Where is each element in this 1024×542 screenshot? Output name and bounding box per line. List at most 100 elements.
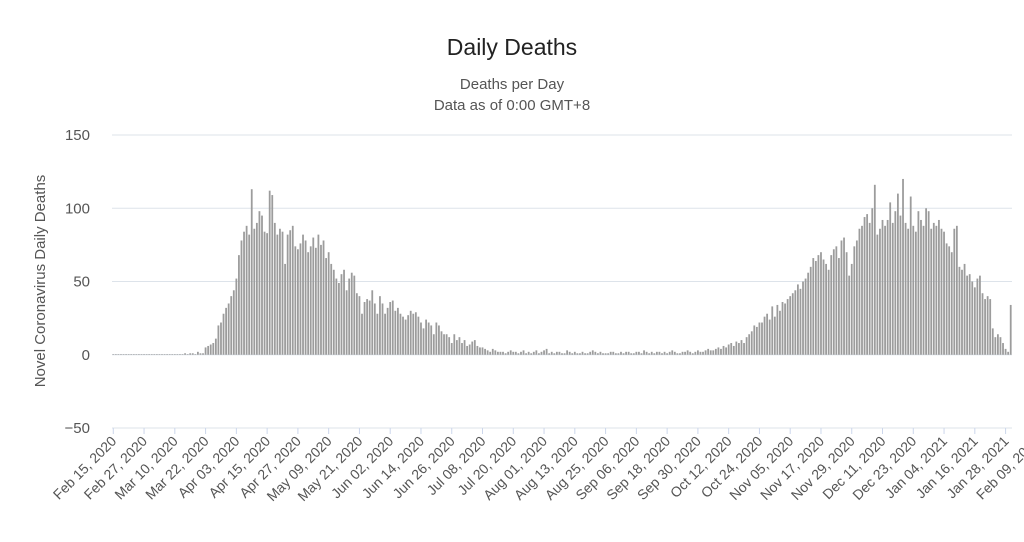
bar[interactable] xyxy=(612,351,615,355)
bar[interactable] xyxy=(432,334,435,355)
bar[interactable] xyxy=(602,353,604,355)
bar[interactable] xyxy=(720,348,722,355)
bar[interactable] xyxy=(217,325,220,355)
bar[interactable] xyxy=(743,343,745,355)
bar[interactable] xyxy=(730,343,733,355)
bar[interactable] xyxy=(930,228,933,355)
bar[interactable] xyxy=(476,345,479,355)
bar[interactable] xyxy=(825,263,827,355)
bar[interactable] xyxy=(589,351,592,355)
bar[interactable] xyxy=(468,344,471,355)
bar[interactable] xyxy=(979,275,981,355)
bar[interactable] xyxy=(755,326,758,355)
bar[interactable] xyxy=(184,353,186,355)
bar[interactable] xyxy=(355,293,358,355)
bar[interactable] xyxy=(117,354,120,355)
bar[interactable] xyxy=(620,351,622,355)
bar[interactable] xyxy=(209,344,212,355)
bar[interactable] xyxy=(912,225,915,355)
bar[interactable] xyxy=(909,196,912,355)
bar[interactable] xyxy=(438,325,440,355)
bar[interactable] xyxy=(535,350,538,355)
bar[interactable] xyxy=(461,343,463,355)
bar[interactable] xyxy=(968,274,971,355)
bar[interactable] xyxy=(412,313,415,355)
bar[interactable] xyxy=(276,234,279,355)
bar[interactable] xyxy=(563,353,566,355)
bar[interactable] xyxy=(797,284,799,355)
bar[interactable] xyxy=(453,334,456,355)
bar[interactable] xyxy=(384,313,386,355)
bar[interactable] xyxy=(697,350,699,355)
bar[interactable] xyxy=(1009,304,1012,355)
bar[interactable] xyxy=(725,347,727,355)
bar[interactable] xyxy=(955,225,958,355)
bar[interactable] xyxy=(581,351,584,355)
bar[interactable] xyxy=(304,240,307,355)
bar[interactable] xyxy=(466,345,469,355)
bar[interactable] xyxy=(409,310,412,355)
bar[interactable] xyxy=(773,316,776,355)
bar[interactable] xyxy=(458,337,461,355)
bar[interactable] xyxy=(232,290,235,355)
bar[interactable] xyxy=(425,319,427,355)
bar[interactable] xyxy=(335,278,338,355)
bar[interactable] xyxy=(671,350,674,355)
bar[interactable] xyxy=(399,313,402,355)
bar[interactable] xyxy=(555,351,558,355)
bar[interactable] xyxy=(599,351,602,355)
bar[interactable] xyxy=(750,331,753,355)
bar[interactable] xyxy=(538,353,540,355)
bar[interactable] xyxy=(745,337,748,355)
bar[interactable] xyxy=(261,215,263,355)
bar[interactable] xyxy=(327,252,330,355)
bar[interactable] xyxy=(904,222,907,355)
bar[interactable] xyxy=(397,307,399,355)
bar[interactable] xyxy=(230,296,233,355)
bar[interactable] xyxy=(502,351,504,355)
bar[interactable] xyxy=(345,290,348,355)
bar[interactable] xyxy=(686,350,689,355)
bar[interactable] xyxy=(804,278,807,355)
bar[interactable] xyxy=(138,354,140,355)
bar[interactable] xyxy=(545,348,548,355)
bar[interactable] xyxy=(766,313,769,355)
bar[interactable] xyxy=(812,258,815,355)
bar[interactable] xyxy=(250,189,253,355)
bar[interactable] xyxy=(299,243,302,355)
bar[interactable] xyxy=(920,219,922,355)
bar[interactable] xyxy=(473,340,476,355)
bar[interactable] xyxy=(902,178,904,355)
bar[interactable] xyxy=(794,290,797,355)
bar[interactable] xyxy=(132,354,135,355)
bar[interactable] xyxy=(679,353,681,355)
bar[interactable] xyxy=(435,322,438,355)
bar[interactable] xyxy=(735,341,738,355)
bar[interactable] xyxy=(366,299,369,355)
bar[interactable] xyxy=(358,296,361,355)
bar[interactable] xyxy=(494,350,497,355)
bar[interactable] xyxy=(486,350,489,355)
bar[interactable] xyxy=(622,353,625,355)
bar[interactable] xyxy=(668,351,671,355)
bar[interactable] xyxy=(645,351,648,355)
bar[interactable] xyxy=(709,350,712,355)
bar[interactable] xyxy=(986,296,989,355)
bar[interactable] xyxy=(832,249,835,355)
bar[interactable] xyxy=(981,293,984,355)
bar[interactable] xyxy=(114,354,117,355)
bar[interactable] xyxy=(848,275,851,355)
bar[interactable] xyxy=(886,219,889,355)
bar[interactable] xyxy=(166,354,169,355)
bar[interactable] xyxy=(189,353,192,355)
bar[interactable] xyxy=(594,351,597,355)
bar[interactable] xyxy=(376,313,379,355)
bar[interactable] xyxy=(863,217,866,355)
bar[interactable] xyxy=(597,353,599,355)
bar[interactable] xyxy=(822,259,825,355)
bar[interactable] xyxy=(194,354,197,355)
bar[interactable] xyxy=(420,322,422,355)
bar[interactable] xyxy=(873,184,876,355)
bar[interactable] xyxy=(512,351,515,355)
bar[interactable] xyxy=(279,228,281,355)
